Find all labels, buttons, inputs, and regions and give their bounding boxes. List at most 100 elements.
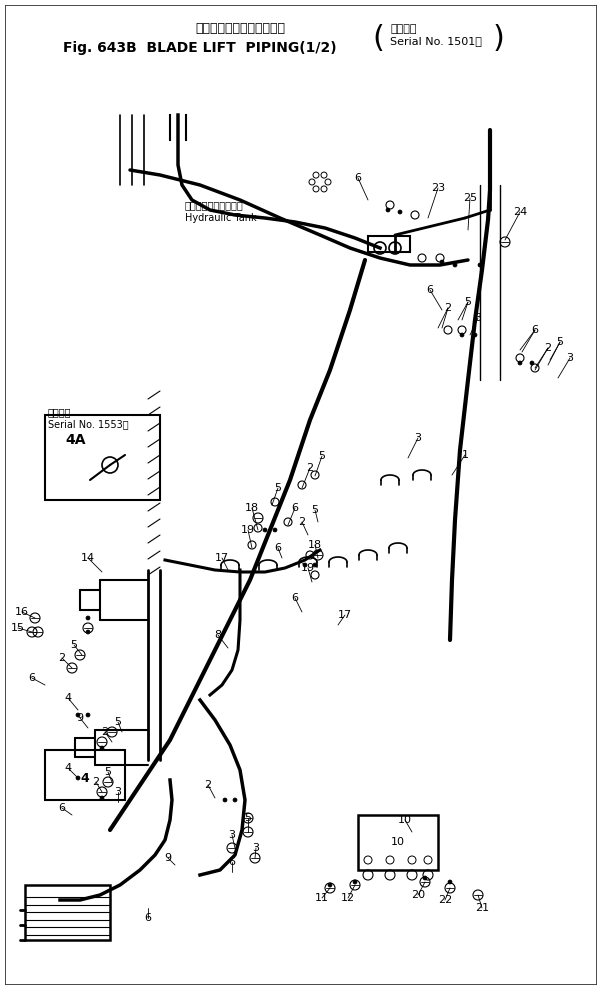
Text: 12: 12 xyxy=(341,893,355,903)
Bar xyxy=(25,927,110,935)
Text: 2: 2 xyxy=(444,303,451,313)
Text: 16: 16 xyxy=(15,607,29,617)
Text: 14: 14 xyxy=(81,553,95,563)
Text: 11: 11 xyxy=(315,893,329,903)
Circle shape xyxy=(473,333,477,337)
Text: 3: 3 xyxy=(415,433,421,443)
Circle shape xyxy=(530,361,534,365)
Text: 5: 5 xyxy=(319,451,326,461)
Text: ブレードリフトパイピング: ブレードリフトパイピング xyxy=(195,22,285,35)
Circle shape xyxy=(76,713,80,717)
Text: 20: 20 xyxy=(411,890,425,900)
Text: 6: 6 xyxy=(228,857,236,867)
Text: 6: 6 xyxy=(531,325,538,335)
Text: 6: 6 xyxy=(28,673,35,683)
Text: 2: 2 xyxy=(299,517,305,527)
Text: 6: 6 xyxy=(427,285,433,295)
Text: ハイドロリックタンク: ハイドロリックタンク xyxy=(185,200,244,210)
Text: 15: 15 xyxy=(11,623,25,633)
Text: 2: 2 xyxy=(307,463,314,473)
Text: 6: 6 xyxy=(291,503,299,513)
Text: ): ) xyxy=(492,24,504,52)
Text: 5: 5 xyxy=(105,767,112,777)
Circle shape xyxy=(273,528,277,532)
Circle shape xyxy=(86,630,90,634)
Text: 2: 2 xyxy=(93,777,100,787)
Text: 19: 19 xyxy=(301,563,315,573)
Text: 24: 24 xyxy=(513,207,527,217)
Circle shape xyxy=(100,796,104,800)
Text: 3: 3 xyxy=(475,313,481,323)
Text: 5: 5 xyxy=(465,297,472,307)
Text: 4: 4 xyxy=(64,763,72,773)
Text: 適用号機
Serial No. 1501～: 適用号機 Serial No. 1501～ xyxy=(390,24,482,45)
Text: 6: 6 xyxy=(355,173,361,183)
Text: 10: 10 xyxy=(391,837,405,847)
Text: 19: 19 xyxy=(241,525,255,535)
Circle shape xyxy=(353,880,357,884)
Text: 17: 17 xyxy=(215,553,229,563)
Circle shape xyxy=(518,361,522,365)
Circle shape xyxy=(263,528,267,532)
Text: 2: 2 xyxy=(545,343,552,353)
Bar xyxy=(358,815,438,870)
Text: 6: 6 xyxy=(144,913,151,923)
Text: Hydraulic Tank: Hydraulic Tank xyxy=(185,213,257,223)
Text: Fig. 643B  BLADE LIFT  PIPING(1/2): Fig. 643B BLADE LIFT PIPING(1/2) xyxy=(63,41,337,55)
Text: 2: 2 xyxy=(102,727,109,737)
Text: 6: 6 xyxy=(58,803,66,813)
Bar xyxy=(45,750,125,800)
Circle shape xyxy=(478,263,482,267)
Circle shape xyxy=(86,713,90,717)
Circle shape xyxy=(423,876,427,880)
Text: 25: 25 xyxy=(463,193,477,203)
Circle shape xyxy=(303,563,307,567)
Circle shape xyxy=(453,263,457,267)
Text: 9: 9 xyxy=(165,853,171,863)
Bar xyxy=(25,885,110,940)
Bar xyxy=(25,897,110,905)
Circle shape xyxy=(223,798,227,802)
Text: 6: 6 xyxy=(275,543,281,553)
Text: 3: 3 xyxy=(115,787,121,797)
Text: 5: 5 xyxy=(245,813,251,823)
Text: 2: 2 xyxy=(204,780,212,790)
Text: 17: 17 xyxy=(338,610,352,620)
Text: 1: 1 xyxy=(462,450,469,460)
Circle shape xyxy=(76,776,80,780)
Circle shape xyxy=(233,798,237,802)
Text: 9: 9 xyxy=(76,713,84,723)
Text: 5: 5 xyxy=(557,337,564,347)
Text: 18: 18 xyxy=(308,540,322,550)
Circle shape xyxy=(448,880,452,884)
Text: 5: 5 xyxy=(115,717,121,727)
Circle shape xyxy=(86,616,90,620)
Text: 6: 6 xyxy=(291,593,299,603)
Circle shape xyxy=(328,883,332,887)
Circle shape xyxy=(460,333,464,337)
Text: (: ( xyxy=(372,24,384,52)
Bar xyxy=(25,912,110,920)
Text: Serial No. 1553～: Serial No. 1553～ xyxy=(48,419,129,429)
Circle shape xyxy=(313,563,317,567)
Circle shape xyxy=(100,746,104,750)
Bar xyxy=(45,415,160,500)
Text: 23: 23 xyxy=(431,183,445,193)
Text: 3: 3 xyxy=(252,843,260,853)
Text: 3: 3 xyxy=(567,353,573,363)
Text: 2: 2 xyxy=(58,653,66,663)
Circle shape xyxy=(386,208,390,212)
Circle shape xyxy=(440,260,444,264)
Text: 適用号機: 適用号機 xyxy=(48,407,72,417)
Text: 3: 3 xyxy=(228,830,236,840)
Text: 4: 4 xyxy=(64,693,72,703)
Text: 8: 8 xyxy=(215,630,222,640)
Text: 4A: 4A xyxy=(65,433,85,447)
Bar xyxy=(368,236,410,252)
Text: 5: 5 xyxy=(70,640,78,650)
Circle shape xyxy=(398,210,402,214)
Text: 10: 10 xyxy=(398,815,412,825)
Text: 5: 5 xyxy=(311,505,319,515)
Text: 4: 4 xyxy=(81,771,90,784)
Text: 21: 21 xyxy=(475,903,489,913)
